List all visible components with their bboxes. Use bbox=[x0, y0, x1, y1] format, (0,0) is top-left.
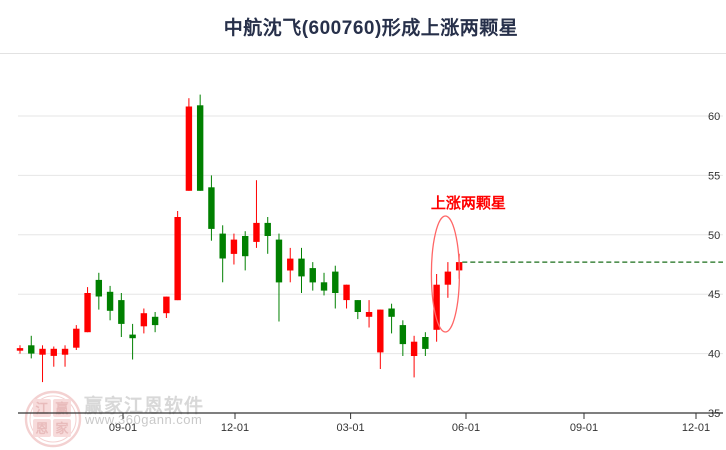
svg-text:上涨两颗星: 上涨两颗星 bbox=[431, 195, 506, 212]
svg-text:03-01: 03-01 bbox=[337, 422, 365, 434]
svg-text:60: 60 bbox=[708, 111, 720, 123]
svg-text:家: 家 bbox=[55, 421, 69, 436]
svg-text:50: 50 bbox=[708, 230, 720, 242]
svg-text:12-01: 12-01 bbox=[221, 422, 249, 434]
svg-text:35: 35 bbox=[708, 408, 720, 420]
svg-text:09-01: 09-01 bbox=[570, 422, 598, 434]
svg-text:40: 40 bbox=[708, 349, 720, 361]
svg-text:12-01: 12-01 bbox=[682, 422, 710, 434]
svg-text:赢: 赢 bbox=[55, 401, 68, 416]
svg-text:45: 45 bbox=[708, 289, 720, 301]
svg-text:09-01: 09-01 bbox=[109, 422, 137, 434]
svg-text:江: 江 bbox=[35, 401, 48, 416]
svg-text:55: 55 bbox=[708, 170, 720, 182]
svg-text:恩: 恩 bbox=[35, 421, 48, 436]
svg-text:06-01: 06-01 bbox=[452, 422, 480, 434]
